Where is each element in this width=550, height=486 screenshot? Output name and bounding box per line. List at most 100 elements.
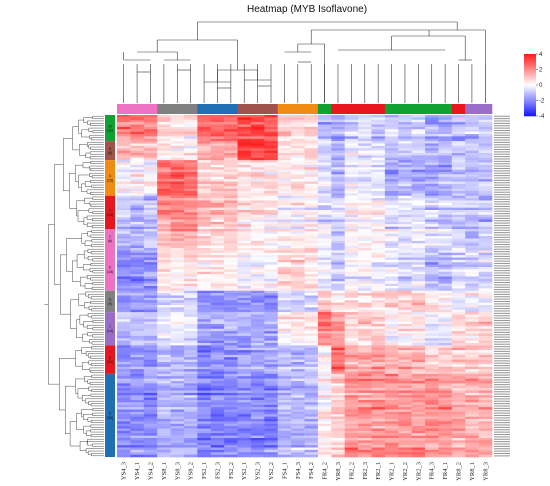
heatmap-cell	[264, 214, 279, 218]
heatmap-cell	[183, 281, 198, 284]
row-label-stub	[494, 386, 510, 388]
heatmap-cell	[277, 307, 292, 311]
heatmap-cell	[224, 428, 238, 432]
heatmap-cell	[478, 195, 493, 199]
heatmap-cell	[277, 297, 292, 301]
heatmap-cell	[157, 198, 171, 201]
heatmap-cell	[224, 295, 238, 299]
heatmap-cell	[117, 452, 131, 455]
heatmap-cell	[304, 198, 319, 201]
heatmap-cell	[317, 381, 332, 384]
heatmap-cell	[358, 454, 372, 458]
row-label-stub	[494, 148, 510, 151]
heatmap-cell	[411, 407, 426, 410]
heatmap-cell	[291, 312, 305, 315]
heatmap-cell	[331, 371, 345, 375]
heatmap-cell	[451, 442, 466, 446]
heatmap-cell	[237, 269, 252, 273]
heatmap-cell	[371, 157, 386, 161]
heatmap-cell	[465, 364, 479, 368]
heatmap-cell	[250, 134, 265, 137]
heatmap-cell	[130, 388, 145, 391]
heatmap-cell	[478, 250, 493, 254]
heatmap-cell	[210, 416, 225, 420]
heatmap-cell	[183, 269, 198, 273]
heatmap-cell	[438, 124, 453, 128]
heatmap-cell	[398, 281, 412, 284]
heatmap-cell	[170, 309, 185, 313]
heatmap-cell	[371, 416, 386, 420]
heatmap-cell	[183, 238, 198, 242]
heatmap-cell	[117, 440, 131, 444]
heatmap-cell	[277, 269, 292, 273]
heatmap-cell	[183, 119, 198, 123]
heatmap-cell	[344, 407, 359, 410]
heatmap-cell	[398, 205, 412, 208]
heatmap-cell	[183, 345, 198, 349]
heatmap-cell	[465, 186, 479, 189]
heatmap-cell	[237, 212, 252, 216]
heatmap-cell	[277, 428, 292, 432]
heatmap-cell	[478, 345, 493, 349]
heatmap-cell	[197, 411, 212, 415]
heatmap-cell	[237, 321, 252, 325]
heatmap-cell	[438, 136, 453, 140]
heatmap-cell	[197, 340, 212, 344]
heatmap-cell	[291, 153, 305, 156]
heatmap-cell	[291, 191, 305, 194]
heatmap-cell	[331, 316, 345, 320]
heatmap-cell	[465, 271, 479, 275]
heatmap-cell	[143, 345, 158, 349]
heatmap-cell	[250, 404, 265, 408]
heatmap-cell	[117, 267, 131, 270]
heatmap-cell	[317, 245, 332, 249]
heatmap-cell	[358, 136, 372, 140]
heatmap-cell	[465, 447, 479, 451]
heatmap-cell	[210, 131, 225, 135]
heatmap-cell	[344, 414, 359, 417]
heatmap-cell	[465, 421, 479, 425]
heatmap-cell	[197, 134, 212, 137]
heatmap-cell	[210, 385, 225, 389]
heatmap-cell	[371, 212, 386, 216]
heatmap-cell	[237, 316, 252, 320]
row-label-stub	[494, 115, 510, 117]
heatmap-cell	[398, 312, 412, 315]
heatmap-cell	[291, 148, 305, 151]
heatmap-cell	[384, 267, 399, 270]
heatmap-cell	[317, 202, 332, 206]
heatmap-cell	[210, 176, 225, 180]
heatmap-cell	[478, 416, 493, 420]
heatmap-cell	[210, 390, 225, 394]
heatmap-cell	[398, 390, 412, 394]
legend-gradient	[524, 57, 536, 59]
heatmap-cell	[411, 331, 426, 334]
heatmap-cell	[157, 340, 171, 344]
heatmap-cell	[157, 302, 171, 306]
heatmap-cell	[183, 183, 198, 187]
heatmap-cell	[465, 423, 479, 427]
heatmap-cell	[157, 430, 171, 434]
row-cluster-segment	[105, 312, 115, 346]
heatmap-cell	[371, 319, 386, 322]
heatmap-cell	[197, 400, 212, 403]
row-label-stub	[494, 125, 510, 127]
heatmap-cell	[371, 174, 386, 178]
column-label: YS2_1	[241, 462, 248, 480]
heatmap-cell	[237, 286, 252, 289]
heatmap-cell	[143, 126, 158, 130]
heatmap-cell	[157, 236, 171, 239]
heatmap-cell	[170, 397, 185, 401]
heatmap-cell	[465, 145, 479, 149]
heatmap-cell	[398, 252, 412, 256]
heatmap-cell	[465, 383, 479, 387]
heatmap-cell	[451, 117, 466, 121]
heatmap-cell	[425, 176, 439, 180]
heatmap-cell	[117, 309, 131, 313]
heatmap-cell	[371, 143, 386, 147]
heatmap-cell	[384, 122, 399, 125]
heatmap-cell	[384, 183, 399, 187]
heatmap-cell	[143, 430, 158, 434]
heatmap-cell	[371, 331, 386, 334]
row-label-stub	[494, 139, 510, 141]
